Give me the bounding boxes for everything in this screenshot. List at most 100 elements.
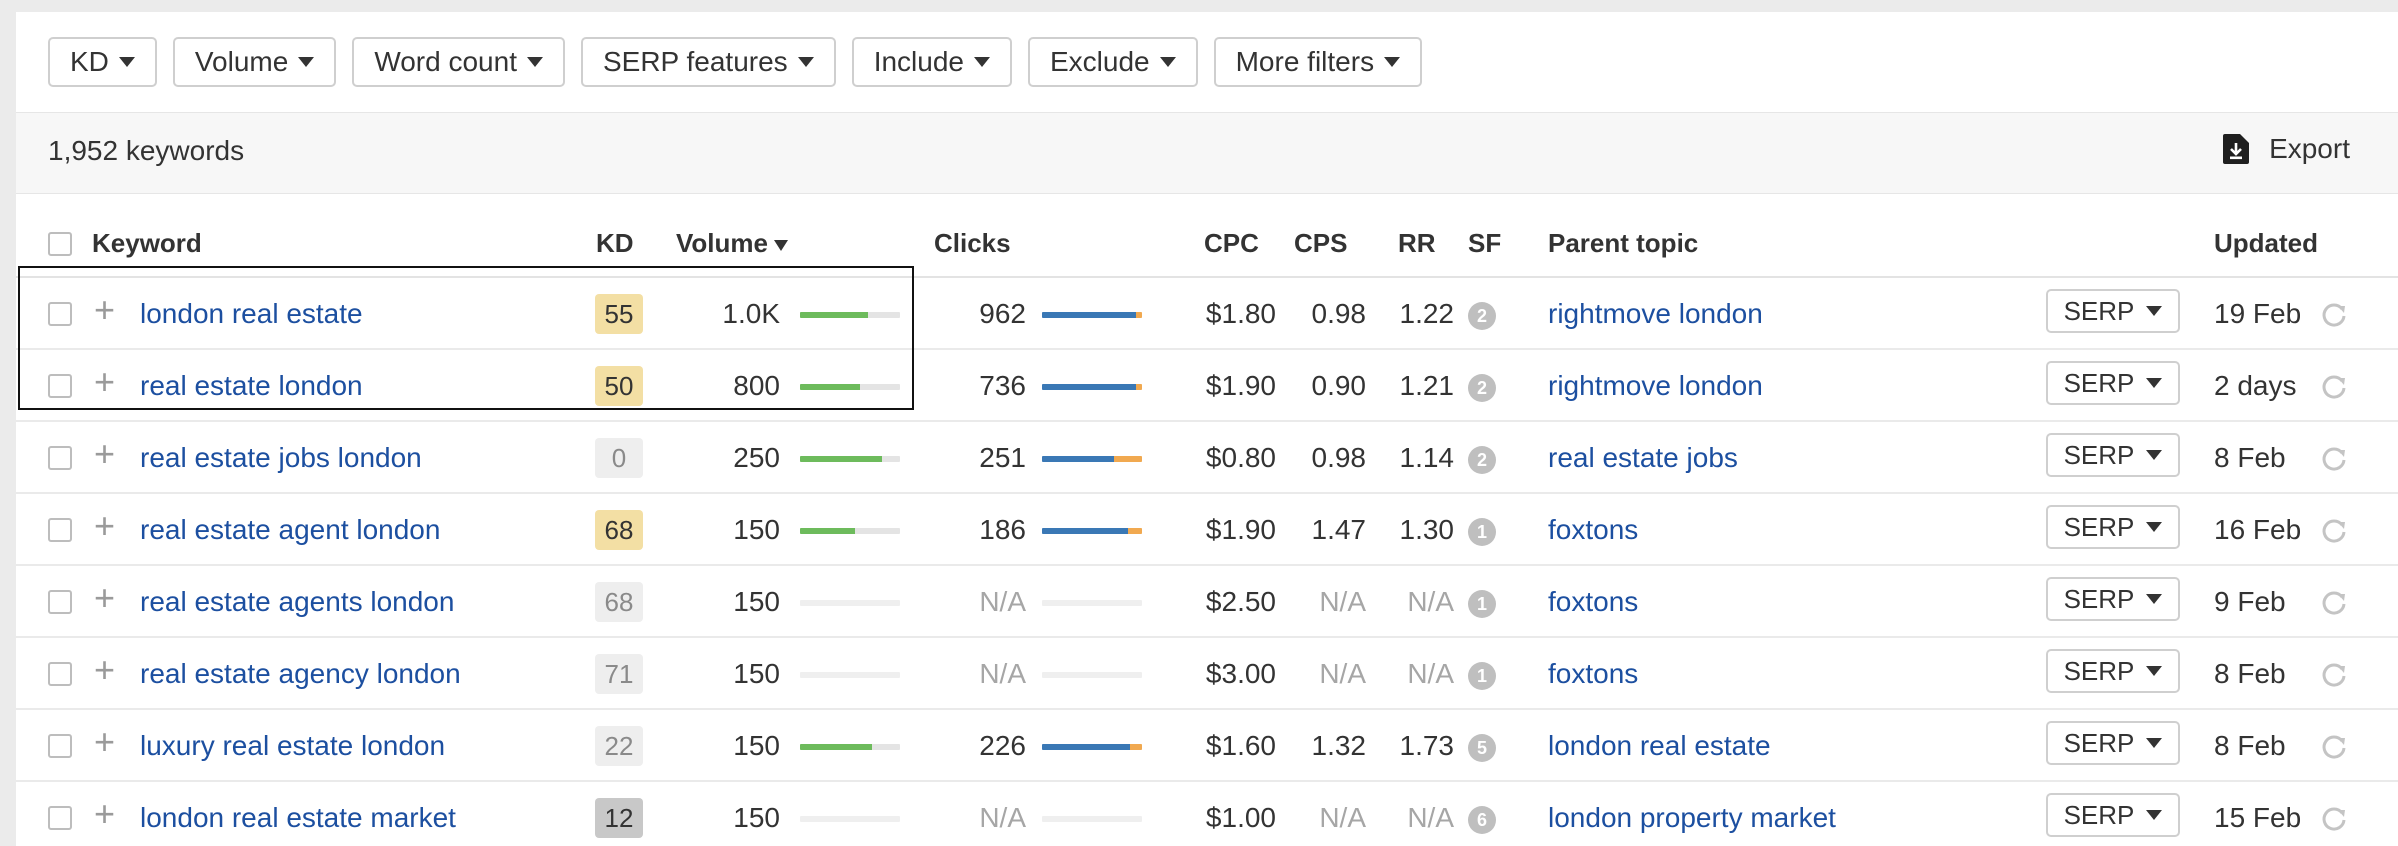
serp-dropdown-button[interactable]: SERP [2046, 793, 2180, 837]
clicks-value: 186 [979, 514, 1026, 545]
refresh-icon[interactable] [2320, 300, 2348, 328]
cpc-value: $1.90 [1205, 370, 1276, 401]
header-parent-topic[interactable]: Parent topic [1548, 228, 1699, 258]
serp-label: SERP [2063, 799, 2135, 830]
kd-badge: 68 [595, 582, 643, 622]
volume-bar [800, 744, 900, 750]
parent-topic-link[interactable]: foxtons [1548, 586, 1639, 617]
add-to-list-icon[interactable]: + [94, 721, 116, 762]
serp-dropdown-button[interactable]: SERP [2046, 649, 2180, 693]
volume-value: 150 [733, 730, 780, 761]
export-button[interactable]: Export [2223, 133, 2350, 165]
row-checkbox[interactable] [48, 518, 72, 542]
row-checkbox[interactable] [48, 302, 72, 326]
keyword-link[interactable]: london real estate market [140, 802, 456, 833]
header-clicks[interactable]: Clicks [934, 228, 1011, 258]
parent-topic-link[interactable]: london real estate [1548, 730, 1771, 761]
parent-topic-link[interactable]: foxtons [1548, 514, 1639, 545]
refresh-icon[interactable] [2320, 732, 2348, 760]
kd-badge: 50 [595, 366, 643, 406]
serp-dropdown-button[interactable]: SERP [2046, 433, 2180, 477]
serp-dropdown-button[interactable]: SERP [2046, 289, 2180, 333]
keyword-link[interactable]: real estate agents london [140, 586, 455, 617]
select-all-checkbox[interactable] [48, 232, 72, 256]
refresh-icon[interactable] [2320, 588, 2348, 616]
add-to-list-icon[interactable]: + [94, 361, 116, 402]
serp-features-count-badge[interactable]: 1 [1468, 590, 1496, 618]
keyword-link[interactable]: luxury real estate london [140, 730, 446, 761]
add-to-list-icon[interactable]: + [94, 433, 116, 474]
header-volume-label: Volume [676, 228, 768, 258]
header-updated[interactable]: Updated [2214, 228, 2318, 258]
cpc-value: $1.90 [1205, 514, 1276, 545]
filter-volume-button[interactable]: Volume [172, 37, 337, 87]
clicks-paid-fill [1136, 312, 1142, 318]
refresh-icon[interactable] [2320, 444, 2348, 472]
refresh-icon[interactable] [2320, 516, 2348, 544]
header-keyword[interactable]: Keyword [92, 228, 202, 258]
filter-kd-button[interactable]: KD [48, 37, 157, 87]
row-checkbox[interactable] [48, 662, 72, 686]
serp-features-count-badge[interactable]: 2 [1468, 302, 1496, 330]
filter-serp-features-button[interactable]: SERP features [580, 37, 836, 87]
serp-features-count-badge[interactable]: 1 [1468, 662, 1496, 690]
row-checkbox[interactable] [48, 590, 72, 614]
keyword-link[interactable]: real estate jobs london [140, 442, 422, 473]
keyword-link[interactable]: real estate agency london [140, 658, 461, 689]
parent-topic-link[interactable]: rightmove london [1548, 298, 1763, 329]
header-rr[interactable]: RR [1398, 228, 1436, 258]
serp-features-count-badge[interactable]: 2 [1468, 374, 1496, 402]
cpc-value: $1.80 [1205, 298, 1276, 329]
filter-exclude-button[interactable]: Exclude [1027, 37, 1198, 87]
caret-down-icon [2146, 810, 2163, 820]
header-cps[interactable]: CPS [1294, 228, 1348, 258]
volume-value: 1.0K [722, 298, 780, 329]
keyword-count: 1,952 keywords [48, 135, 245, 166]
add-to-list-icon[interactable]: + [94, 649, 116, 690]
serp-features-count-badge[interactable]: 1 [1468, 518, 1496, 546]
header-kd[interactable]: KD [596, 228, 634, 258]
parent-topic-link[interactable]: foxtons [1548, 658, 1639, 689]
filter-word-count-button[interactable]: Word count [352, 37, 565, 87]
keyword-link[interactable]: real estate agent london [140, 514, 441, 545]
add-to-list-icon[interactable]: + [94, 577, 116, 618]
row-checkbox[interactable] [48, 734, 72, 758]
cps-value: 1.47 [1311, 514, 1367, 545]
clicks-organic-fill [1042, 456, 1114, 462]
serp-label: SERP [2063, 727, 2135, 758]
row-checkbox[interactable] [48, 374, 72, 398]
refresh-icon[interactable] [2320, 372, 2348, 400]
row-checkbox[interactable] [48, 806, 72, 830]
add-to-list-icon[interactable]: + [94, 793, 116, 834]
caret-down-icon [2146, 666, 2163, 676]
serp-dropdown-button[interactable]: SERP [2046, 577, 2180, 621]
caret-down-icon [298, 57, 315, 67]
serp-dropdown-button[interactable]: SERP [2046, 361, 2180, 405]
serp-features-count-badge[interactable]: 6 [1468, 806, 1496, 834]
parent-topic-link[interactable]: london property market [1548, 802, 1836, 833]
header-volume[interactable]: Volume [676, 228, 788, 259]
filter-label: Include [873, 46, 964, 77]
volume-value: 150 [733, 586, 780, 617]
filter-include-button[interactable]: Include [851, 37, 1012, 87]
refresh-icon[interactable] [2320, 660, 2348, 688]
filter-more-button[interactable]: More filters [1213, 37, 1423, 87]
serp-dropdown-button[interactable]: SERP [2046, 505, 2180, 549]
header-sf[interactable]: SF [1468, 228, 1502, 258]
add-to-list-icon[interactable]: + [94, 505, 116, 546]
serp-features-count-badge[interactable]: 2 [1468, 446, 1496, 474]
parent-topic-link[interactable]: rightmove london [1548, 370, 1763, 401]
volume-value: 150 [733, 514, 780, 545]
row-checkbox[interactable] [48, 446, 72, 470]
serp-features-count-badge[interactable]: 5 [1468, 734, 1496, 762]
serp-dropdown-button[interactable]: SERP [2046, 721, 2180, 765]
header-cpc[interactable]: CPC [1204, 228, 1259, 258]
add-to-list-icon[interactable]: + [94, 289, 116, 330]
parent-topic-link[interactable]: real estate jobs [1548, 442, 1738, 473]
updated-date: 16 Feb [2214, 514, 2302, 545]
updated-date: 2 days [2214, 370, 2297, 401]
refresh-icon[interactable] [2320, 804, 2348, 832]
volume-value: 150 [733, 658, 780, 689]
keyword-link[interactable]: real estate london [140, 370, 363, 401]
keyword-link[interactable]: london real estate [140, 298, 363, 329]
